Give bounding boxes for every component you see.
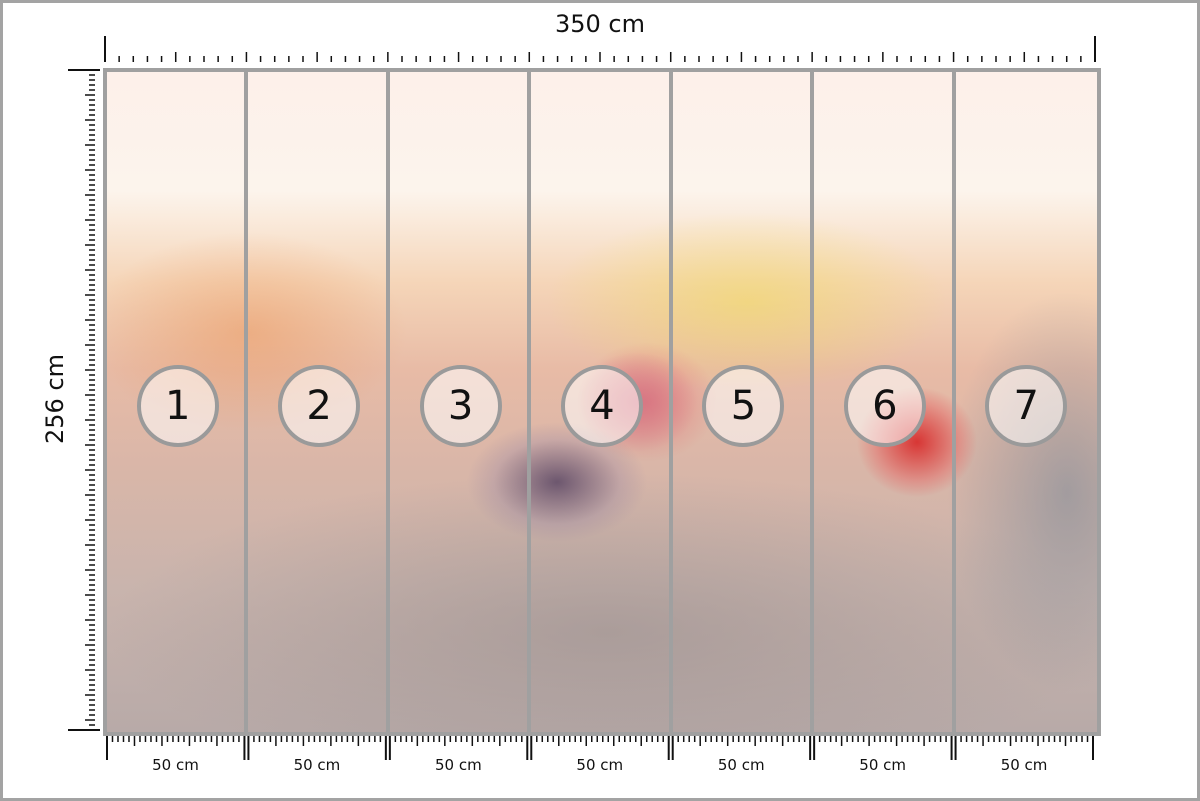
panel-number-badge: 2 bbox=[278, 365, 361, 447]
panel-width-label: 50 cm bbox=[434, 756, 482, 774]
panel-number-badge: 1 bbox=[136, 365, 219, 447]
panel-number-badge: 5 bbox=[702, 365, 785, 447]
panel-divider bbox=[527, 72, 532, 732]
panel-divider bbox=[385, 72, 390, 732]
panel-width-label: 50 cm bbox=[717, 756, 765, 774]
panel-number-badge: 7 bbox=[985, 365, 1068, 447]
panel-divider bbox=[668, 72, 673, 732]
panel-width-label: 50 cm bbox=[152, 756, 199, 774]
panel-number-badge: 6 bbox=[843, 365, 926, 447]
panel-divider bbox=[810, 72, 815, 732]
panel-width-label: 50 cm bbox=[576, 756, 624, 774]
panel-width-label: 50 cm bbox=[859, 756, 906, 774]
panel-width-label: 50 cm bbox=[293, 756, 341, 774]
panel-divider bbox=[951, 72, 956, 732]
panel-number-badge: 4 bbox=[561, 365, 643, 447]
panel-number-badge: 3 bbox=[419, 365, 502, 447]
width-dimension-label: 350 cm bbox=[554, 10, 645, 38]
panel-divider bbox=[244, 72, 249, 732]
panel-width-label: 50 cm bbox=[1000, 756, 1048, 774]
